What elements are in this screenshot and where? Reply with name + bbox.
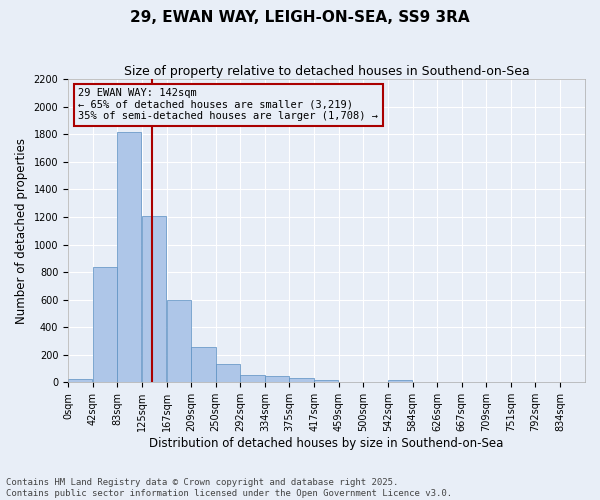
Bar [93, 266, 117, 382]
Y-axis label: Number of detached properties: Number of detached properties [15, 138, 28, 324]
Bar [388, 380, 412, 382]
X-axis label: Distribution of detached houses by size in Southend-on-Sea: Distribution of detached houses by size … [149, 437, 504, 450]
Text: 29, EWAN WAY, LEIGH-ON-SEA, SS9 3RA: 29, EWAN WAY, LEIGH-ON-SEA, SS9 3RA [130, 10, 470, 25]
Title: Size of property relative to detached houses in Southend-on-Sea: Size of property relative to detached ho… [124, 65, 529, 78]
Bar [314, 380, 338, 382]
Text: 29 EWAN WAY: 142sqm
← 65% of detached houses are smaller (3,219)
35% of semi-det: 29 EWAN WAY: 142sqm ← 65% of detached ho… [79, 88, 379, 122]
Bar [289, 378, 314, 382]
Bar [167, 300, 191, 382]
Bar [117, 132, 141, 382]
Bar [215, 364, 240, 382]
Bar [68, 379, 92, 382]
Bar [191, 346, 215, 382]
Bar [142, 216, 166, 382]
Bar [265, 376, 289, 382]
Bar [241, 376, 265, 382]
Text: Contains HM Land Registry data © Crown copyright and database right 2025.
Contai: Contains HM Land Registry data © Crown c… [6, 478, 452, 498]
